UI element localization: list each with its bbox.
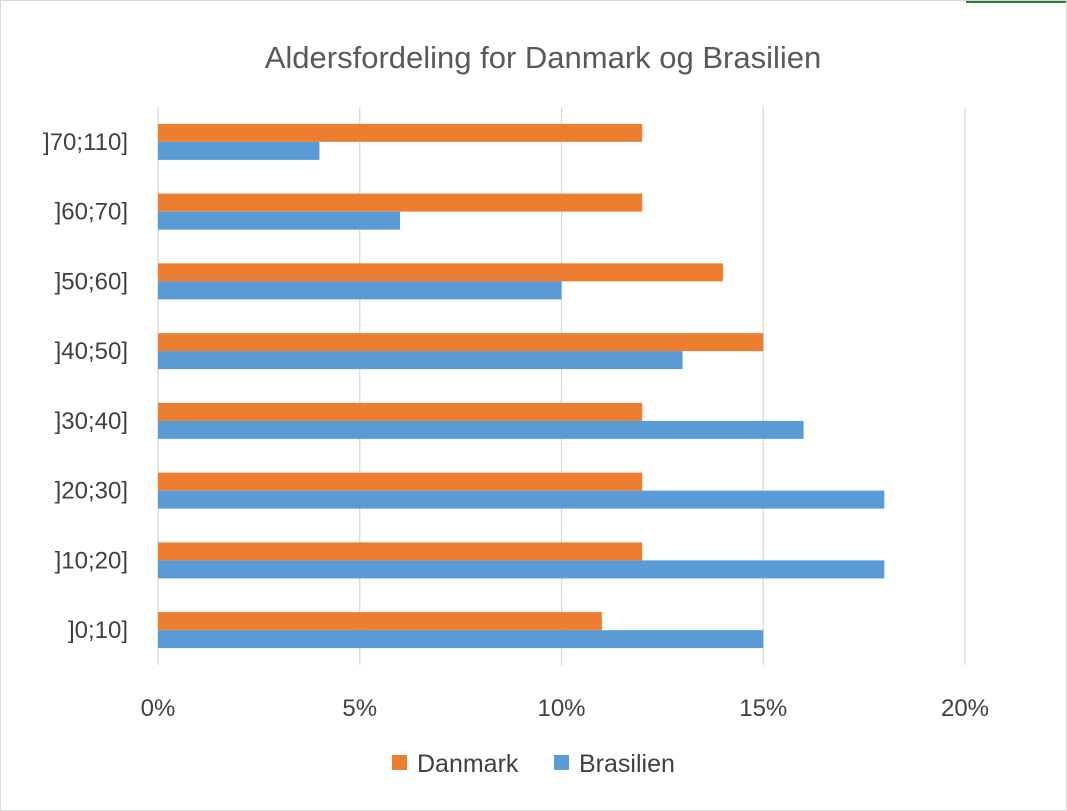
bar-danmark-3 [158, 402, 643, 421]
bar-danmark-1 [158, 542, 643, 561]
bar-danmark-7 [158, 123, 643, 142]
legend-label-brasilien: Brasilien [579, 750, 675, 778]
category-label-0: ]0;10] [68, 617, 128, 644]
x-tick-label-4: 20% [941, 695, 989, 722]
bar-brasilien-7 [158, 141, 320, 160]
category-label-7: ]70;110] [43, 129, 128, 156]
gridlines [157, 107, 966, 665]
bar-danmark-0 [158, 612, 602, 631]
category-label-1: ]10;20] [55, 547, 128, 574]
category-label-4: ]40;50] [55, 338, 128, 365]
category-label-5: ]50;60] [55, 268, 128, 295]
bars [158, 123, 885, 649]
bar-brasilien-0 [158, 630, 764, 649]
bar-brasilien-2 [158, 490, 885, 509]
x-tick-label-3: 15% [739, 695, 787, 722]
legend-swatch-brasilien [554, 755, 569, 770]
x-tick-label-0: 0% [141, 695, 176, 722]
corner-accent [966, 1, 1066, 3]
legend-swatch-danmark [392, 755, 407, 770]
legend-label-danmark: Danmark [417, 750, 519, 778]
bar-danmark-2 [158, 472, 643, 491]
bar-brasilien-4 [158, 351, 683, 370]
bar-brasilien-5 [158, 281, 562, 300]
bar-danmark-6 [158, 193, 643, 212]
category-label-2: ]20;30] [55, 478, 128, 505]
bar-danmark-5 [158, 263, 723, 282]
bar-brasilien-6 [158, 211, 401, 230]
chart-title: Aldersfordeling for Danmark og Brasilien [265, 40, 822, 75]
x-tick-labels: 0% 5% 10% 15% 20% [141, 695, 989, 722]
legend: Danmark Brasilien [392, 750, 675, 778]
bar-brasilien-3 [158, 420, 804, 439]
x-tick-label-2: 10% [537, 695, 585, 722]
bar-brasilien-1 [158, 560, 885, 579]
category-labels: ]0;10] ]10;20] ]20;30] ]30;40] ]40;50] ]50;60… [43, 129, 128, 644]
bar-danmark-4 [158, 333, 764, 352]
category-label-6: ]60;70] [55, 199, 128, 226]
x-tick-label-1: 5% [342, 695, 377, 722]
category-label-3: ]30;40] [55, 408, 128, 435]
